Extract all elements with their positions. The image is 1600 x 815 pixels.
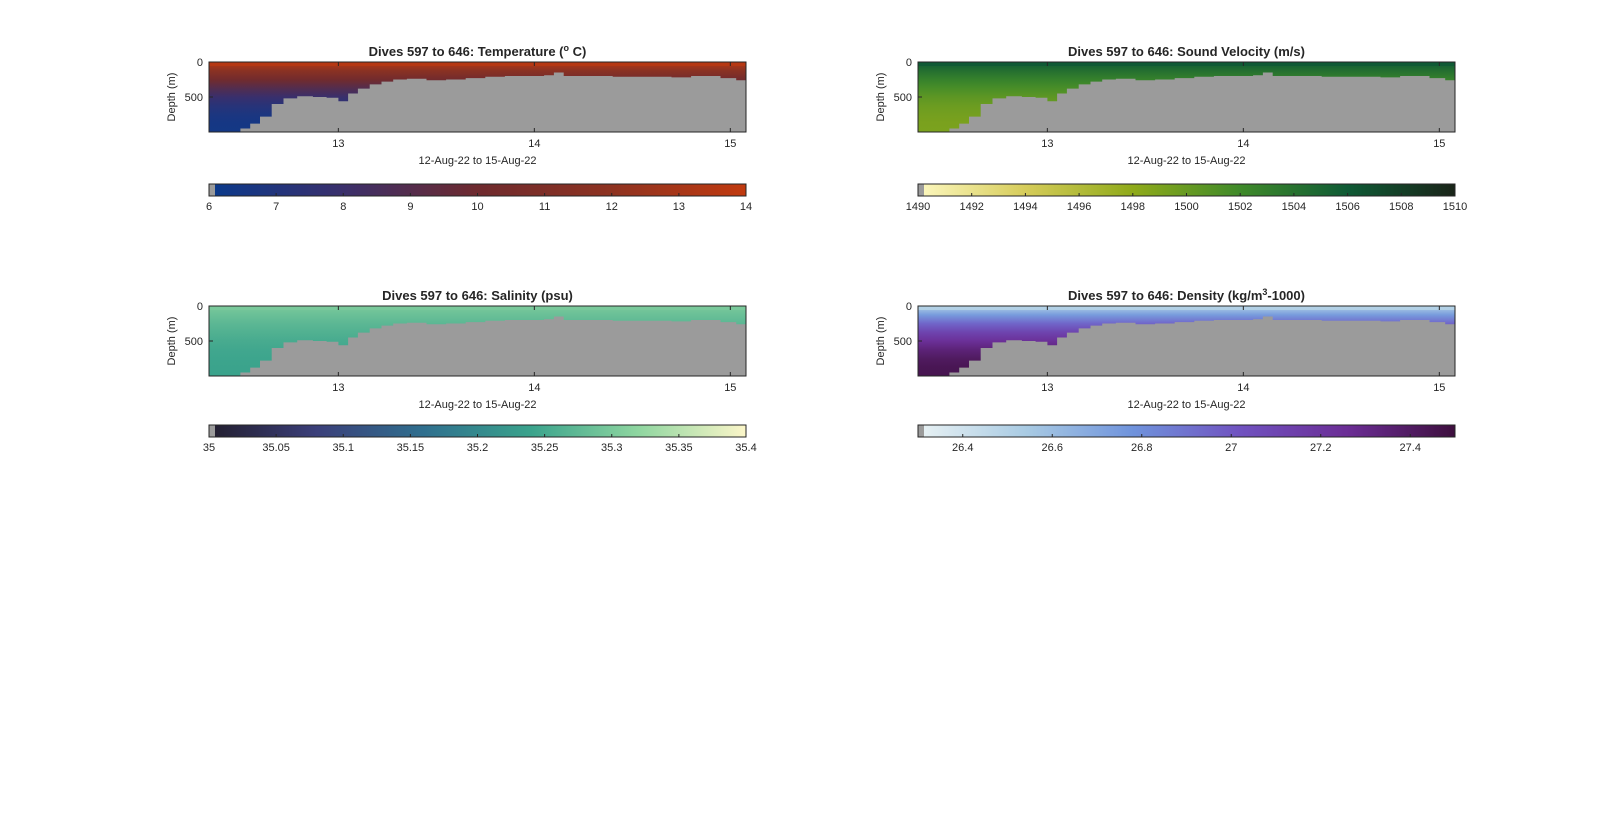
colorbar-tick-label: 1506 xyxy=(1335,201,1359,213)
x-tick-label: 13 xyxy=(332,138,344,150)
x-tick-label: 14 xyxy=(528,138,540,150)
colorbar-tick-label: 1500 xyxy=(1174,201,1198,213)
colorbar-tick-label: 35.05 xyxy=(262,442,290,454)
surface-layer xyxy=(918,306,1455,310)
colorbar-tick-label: 35.4 xyxy=(735,442,756,454)
colorbar-tick-label: 35.1 xyxy=(333,442,354,454)
colorbar-frame xyxy=(917,424,1456,438)
chart-title-main: Dives 597 to 646: Salinity (psu) xyxy=(382,288,573,303)
x-tick-label: 13 xyxy=(1041,138,1053,150)
seafloor-mask xyxy=(918,72,1455,132)
chart-title-main: Dives 597 to 646: Temperature ( xyxy=(369,44,565,59)
chart-title: Dives 597 to 646: Temperature (o C) xyxy=(369,43,587,59)
colorbar-tick-label: 13 xyxy=(673,201,685,213)
y-axis-label: Depth (m) xyxy=(166,317,178,366)
x-axis-label: 12-Aug-22 to 15-Aug-22 xyxy=(1127,155,1245,167)
colorbar-tick-label: 26.8 xyxy=(1131,442,1152,454)
seafloor-mask xyxy=(918,316,1455,376)
y-tick-label: 0 xyxy=(906,57,912,69)
x-axis-label: 12-Aug-22 to 15-Aug-22 xyxy=(1127,399,1245,411)
y-tick-label: 500 xyxy=(894,92,912,104)
colorbar-tick-label: 14 xyxy=(740,201,752,213)
chart-title: Dives 597 to 646: Sound Velocity (m/s) xyxy=(1068,44,1305,59)
colorbar-tick-label: 26.6 xyxy=(1042,442,1063,454)
colorbar-mask-swatch xyxy=(209,184,215,196)
colorbar-tick-label: 12 xyxy=(606,201,618,213)
chart-title-superscript: 3 xyxy=(1262,287,1267,297)
y-axis-label: Depth (m) xyxy=(875,73,887,122)
colorbar-tick-label: 6 xyxy=(206,201,212,213)
colorbar-tick-label: 35.15 xyxy=(397,442,425,454)
y-tick-label: 0 xyxy=(197,57,203,69)
colorbar-tick-label: 35.3 xyxy=(601,442,622,454)
colorbar-tick-label: 35.25 xyxy=(531,442,559,454)
panel-density: 13 14 15 0 500 Dives 597 to 646: Density (kg/… xyxy=(875,287,1456,454)
colorbar-tick-label: 27.4 xyxy=(1400,442,1421,454)
x-tick-label: 13 xyxy=(1041,382,1053,394)
colorbar-tick-label: 1510 xyxy=(1443,201,1467,213)
x-axis-label: 12-Aug-22 to 15-Aug-22 xyxy=(418,155,536,167)
surface-layer xyxy=(918,62,1455,66)
x-tick-label: 13 xyxy=(332,382,344,394)
colorbar-tick-label: 1494 xyxy=(1013,201,1037,213)
colorbar-mask-swatch xyxy=(209,425,215,437)
colorbar-tick-label: 8 xyxy=(340,201,346,213)
chart-title-main: Dives 597 to 646: Sound Velocity (m/s) xyxy=(1068,44,1305,59)
surface-layer xyxy=(209,306,746,310)
colorbar-tick-label: 11 xyxy=(539,201,550,213)
y-tick-label: 500 xyxy=(185,336,203,348)
y-tick-label: 0 xyxy=(197,301,203,313)
colorbar-tick-label: 35.2 xyxy=(467,442,488,454)
colorbar-tick-label: 1504 xyxy=(1282,201,1306,213)
colorbar-tick-label: 1502 xyxy=(1228,201,1252,213)
colorbar-tick-label: 1496 xyxy=(1067,201,1091,213)
chart-title-tail: -1000) xyxy=(1267,288,1305,303)
chart-title: Dives 597 to 646: Density (kg/m3-1000) xyxy=(1068,287,1305,303)
x-tick-label: 14 xyxy=(1237,382,1249,394)
seafloor-mask xyxy=(209,316,746,376)
y-tick-label: 500 xyxy=(894,336,912,348)
x-tick-label: 15 xyxy=(1433,382,1445,394)
y-tick-label: 0 xyxy=(906,301,912,313)
colorbar-mask-swatch xyxy=(918,425,924,437)
panel-sound-velocity: 13 14 15 0 500 Dives 597 to 646: Sound Veloci… xyxy=(875,44,1467,213)
x-tick-label: 14 xyxy=(528,382,540,394)
chart-title-tail: C) xyxy=(569,44,586,59)
colorbar-tick-label: 10 xyxy=(471,201,483,213)
colorbar-tick-label: 1508 xyxy=(1389,201,1413,213)
seafloor-mask xyxy=(209,72,746,132)
x-axis-label: 12-Aug-22 to 15-Aug-22 xyxy=(418,399,536,411)
colorbar-tick-label: 9 xyxy=(407,201,413,213)
y-axis-label: Depth (m) xyxy=(875,317,887,366)
chart-title-superscript: o xyxy=(564,43,570,53)
x-tick-label: 14 xyxy=(1237,138,1249,150)
colorbar-tick-label: 1492 xyxy=(959,201,983,213)
colorbar-tick-label: 35 xyxy=(203,442,215,454)
colorbar-tick-label: 1498 xyxy=(1121,201,1145,213)
chart-title-main: Dives 597 to 646: Density (kg/m xyxy=(1068,288,1262,303)
colorbar-tick-label: 26.4 xyxy=(952,442,973,454)
colorbar-tick-label: 35.35 xyxy=(665,442,693,454)
colorbar xyxy=(918,184,1455,196)
chart-title: Dives 597 to 646: Salinity (psu) xyxy=(382,288,573,303)
colorbar xyxy=(918,425,1455,437)
surface-layer xyxy=(209,62,746,66)
colorbar-tick-label: 7 xyxy=(273,201,279,213)
panel-salinity: 13 14 15 0 500 Dives 597 to 646: Salinity (ps… xyxy=(166,288,757,454)
x-tick-label: 15 xyxy=(724,138,736,150)
y-axis-label: Depth (m) xyxy=(166,73,178,122)
y-tick-label: 500 xyxy=(185,92,203,104)
colorbar-mask-swatch xyxy=(918,184,924,196)
x-tick-label: 15 xyxy=(724,382,736,394)
colorbar-tick-label: 1490 xyxy=(906,201,930,213)
colorbar-tick-label: 27.2 xyxy=(1310,442,1331,454)
colorbar-tick-label: 27 xyxy=(1225,442,1237,454)
panel-temperature: 13 14 15 0 500 Dives 597 to 646: Temperature … xyxy=(166,43,752,213)
x-tick-label: 15 xyxy=(1433,138,1445,150)
